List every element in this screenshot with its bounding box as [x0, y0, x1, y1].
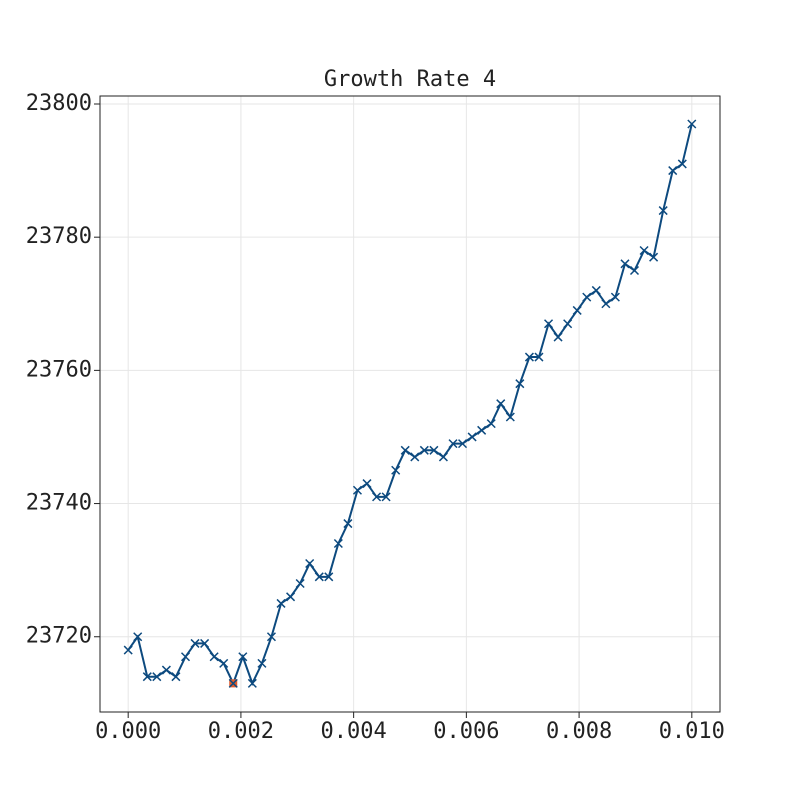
- x-tick-label: 0.000: [95, 719, 161, 744]
- marker: [286, 592, 296, 602]
- x-tick-label: 0.008: [546, 719, 612, 744]
- marker: [419, 445, 429, 455]
- marker: [458, 439, 468, 449]
- marker: [152, 672, 162, 682]
- marker: [496, 399, 506, 409]
- marker: [639, 245, 649, 256]
- x-tick-label: 0.006: [433, 719, 499, 744]
- chart-title: Growth Rate 4: [324, 67, 496, 92]
- marker: [658, 206, 668, 216]
- marker: [410, 452, 420, 462]
- marker: [314, 572, 324, 582]
- marker: [257, 658, 267, 668]
- marker: [629, 265, 640, 276]
- x-tick-label: 0.010: [659, 719, 725, 744]
- marker: [209, 652, 219, 662]
- marker: [171, 672, 181, 682]
- marker: [343, 519, 353, 529]
- marker: [180, 652, 191, 662]
- marker: [400, 445, 410, 455]
- marker: [591, 285, 601, 295]
- marker: [333, 538, 343, 549]
- marker: [524, 352, 534, 362]
- y-tick-label: 23740: [26, 491, 92, 516]
- marker: [123, 645, 133, 655]
- marker: [324, 572, 334, 582]
- marker: [486, 419, 496, 429]
- marker: [429, 445, 439, 455]
- marker: [190, 638, 200, 648]
- marker: [601, 299, 611, 309]
- y-tick-label: 23780: [26, 224, 92, 249]
- marker: [276, 598, 286, 608]
- marker: [295, 578, 305, 589]
- marker: [668, 166, 678, 176]
- marker: [620, 259, 630, 269]
- marker: [238, 652, 248, 662]
- marker: [649, 252, 659, 262]
- marker: [142, 672, 152, 682]
- y-tick-label: 23760: [26, 357, 92, 382]
- marker: [161, 665, 171, 675]
- marker: [372, 492, 382, 502]
- marker: [582, 292, 592, 302]
- marker: [305, 558, 315, 569]
- marker: [677, 159, 687, 169]
- marker: [544, 319, 554, 329]
- marker: [505, 412, 515, 422]
- marker: [563, 319, 573, 329]
- marker: [572, 305, 582, 315]
- marker: [467, 432, 477, 442]
- marker: [228, 678, 238, 688]
- marker: [133, 632, 143, 642]
- marker: [534, 352, 544, 362]
- y-tick-label: 23800: [26, 91, 92, 116]
- x-tick-label: 0.004: [321, 719, 387, 744]
- marker: [362, 479, 372, 489]
- marker: [438, 452, 448, 462]
- plot-frame: [99, 95, 721, 713]
- marker: [200, 638, 210, 648]
- marker: [391, 465, 401, 475]
- marker: [610, 292, 620, 302]
- y-tick-label: 23720: [26, 624, 92, 649]
- marker: [448, 439, 458, 449]
- marker: [352, 485, 362, 495]
- x-tick-label: 0.002: [208, 719, 274, 744]
- marker: [477, 425, 487, 435]
- marker: [381, 492, 391, 502]
- marker: [247, 678, 257, 688]
- line: [127, 123, 693, 686]
- marker: [553, 332, 563, 342]
- marker: [515, 379, 525, 389]
- marker: [219, 658, 229, 668]
- marker: [687, 119, 697, 129]
- marker: [266, 632, 276, 642]
